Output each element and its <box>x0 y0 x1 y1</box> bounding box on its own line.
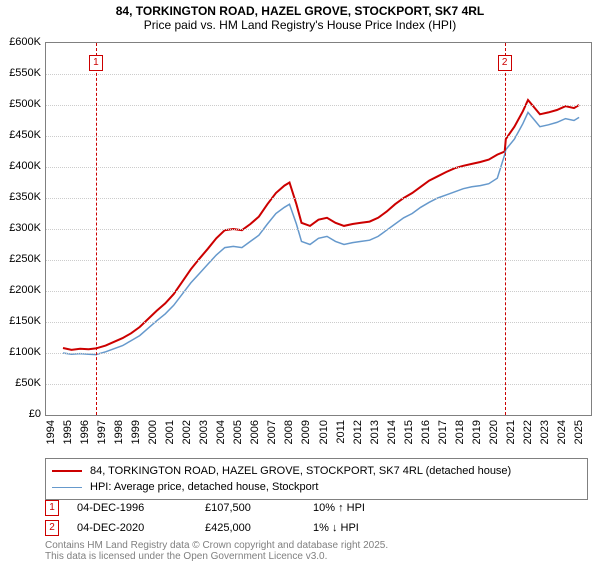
x-tick-label: 2006 <box>249 420 261 444</box>
x-tick-label: 2020 <box>488 420 500 444</box>
gridline <box>46 384 591 385</box>
x-tick-label: 2016 <box>420 420 432 444</box>
legend-swatch <box>52 470 82 472</box>
gridline <box>46 260 591 261</box>
marker-label: 1 <box>89 55 103 71</box>
transaction-row: 1 04-DEC-1996 £107,500 10% ↑ HPI <box>45 498 588 518</box>
transaction-date: 04-DEC-1996 <box>77 502 187 514</box>
x-tick-label: 2014 <box>386 420 398 444</box>
gridline <box>46 291 591 292</box>
x-tick-label: 2013 <box>369 420 381 444</box>
transaction-price: £425,000 <box>205 522 295 534</box>
title-line-1: 84, TORKINGTON ROAD, HAZEL GROVE, STOCKP… <box>0 4 600 18</box>
x-tick-label: 2021 <box>505 420 517 444</box>
y-tick-label: £200K <box>9 284 41 296</box>
y-tick-label: £150K <box>9 315 41 327</box>
x-tick-label: 2011 <box>335 420 347 444</box>
x-tick-label: 1997 <box>96 420 108 444</box>
x-tick-label: 2018 <box>454 420 466 444</box>
x-tick-label: 2012 <box>352 420 364 444</box>
x-tick-label: 2024 <box>556 420 568 444</box>
legend-swatch <box>52 487 82 488</box>
gridline <box>46 198 591 199</box>
x-tick-label: 2004 <box>215 420 227 444</box>
chart-container: 84, TORKINGTON ROAD, HAZEL GROVE, STOCKP… <box>0 0 600 560</box>
marker-line <box>505 43 506 415</box>
transaction-marker: 2 <box>45 520 59 536</box>
y-tick-label: £550K <box>9 67 41 79</box>
footer-text-line-2: This data is licensed under the Open Gov… <box>45 551 388 562</box>
gridline <box>46 74 591 75</box>
x-tick-label: 2008 <box>283 420 295 444</box>
y-tick-label: £250K <box>9 253 41 265</box>
x-tick-label: 2000 <box>147 420 159 444</box>
gridline <box>46 353 591 354</box>
y-tick-label: £100K <box>9 346 41 358</box>
y-tick-label: £500K <box>9 98 41 110</box>
x-tick-label: 2019 <box>471 420 483 444</box>
x-tick-label: 2015 <box>403 420 415 444</box>
transaction-price: £107,500 <box>205 502 295 514</box>
x-tick-label: 1999 <box>130 420 142 444</box>
y-tick-label: £0 <box>29 408 41 420</box>
transaction-hpi: 1% ↓ HPI <box>313 522 403 534</box>
gridline <box>46 167 591 168</box>
y-tick-label: £450K <box>9 129 41 141</box>
x-tick-label: 1995 <box>62 420 74 444</box>
x-tick-label: 2022 <box>522 420 534 444</box>
x-tick-label: 2001 <box>164 420 176 444</box>
y-axis-labels: £0£50K£100K£150K£200K£250K£300K£350K£400… <box>0 42 43 414</box>
gridline <box>46 229 591 230</box>
x-tick-label: 2025 <box>573 420 585 444</box>
gridline <box>46 105 591 106</box>
x-axis-labels: 1994 1995 1996 1997 1998 1999 2000 2001 2002 2003… <box>45 416 590 454</box>
transaction-row: 2 04-DEC-2020 £425,000 1% ↓ HPI <box>45 518 588 538</box>
x-tick-label: 2005 <box>232 420 244 444</box>
transactions: 1 04-DEC-1996 £107,500 10% ↑ HPI 2 04-DEC-202… <box>45 498 588 538</box>
legend-row: HPI: Average price, detached house, Stoc… <box>52 479 581 495</box>
x-tick-label: 2003 <box>198 420 210 444</box>
series-price_paid <box>63 100 579 350</box>
x-tick-label: 1996 <box>79 420 91 444</box>
transaction-marker: 1 <box>45 500 59 516</box>
gridline <box>46 322 591 323</box>
x-tick-label: 1998 <box>113 420 125 444</box>
title-line-2: Price paid vs. HM Land Registry's House … <box>0 18 600 32</box>
x-tick-label: 2010 <box>318 420 330 444</box>
legend-label: HPI: Average price, detached house, Stoc… <box>90 481 319 493</box>
series-hpi <box>63 112 579 354</box>
legend-label: 84, TORKINGTON ROAD, HAZEL GROVE, STOCKP… <box>90 465 511 477</box>
y-tick-label: £50K <box>15 377 41 389</box>
marker-line <box>96 43 97 415</box>
x-tick-label: 2009 <box>300 420 312 444</box>
x-tick-label: 1994 <box>45 420 57 444</box>
titles: 84, TORKINGTON ROAD, HAZEL GROVE, STOCKP… <box>0 0 600 32</box>
y-tick-label: £300K <box>9 222 41 234</box>
y-tick-label: £350K <box>9 191 41 203</box>
x-tick-label: 2007 <box>266 420 278 444</box>
legend: 84, TORKINGTON ROAD, HAZEL GROVE, STOCKP… <box>45 458 588 500</box>
transaction-hpi: 10% ↑ HPI <box>313 502 403 514</box>
marker-label: 2 <box>498 55 512 71</box>
gridline <box>46 136 591 137</box>
y-tick-label: £600K <box>9 36 41 48</box>
transaction-date: 04-DEC-2020 <box>77 522 187 534</box>
x-tick-label: 2002 <box>181 420 193 444</box>
plot-area: 12 <box>45 42 592 416</box>
y-tick-label: £400K <box>9 160 41 172</box>
x-tick-label: 2023 <box>539 420 551 444</box>
x-tick-label: 2017 <box>437 420 449 444</box>
footer-text: Contains HM Land Registry data © Crown c… <box>45 540 388 562</box>
legend-row: 84, TORKINGTON ROAD, HAZEL GROVE, STOCKP… <box>52 463 581 479</box>
